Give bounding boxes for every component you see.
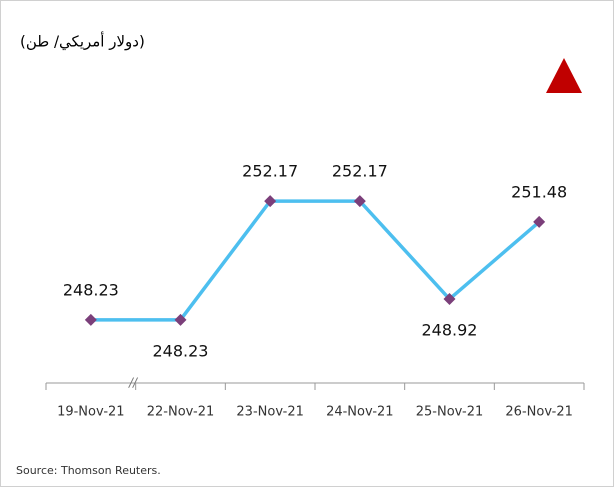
data-label: 248.92 <box>422 321 478 340</box>
marker <box>443 293 456 306</box>
x-tick-label: 26-Nov-21 <box>505 405 573 420</box>
marker <box>533 215 546 228</box>
up-arrow <box>546 58 582 93</box>
data-label: 252.17 <box>242 162 298 181</box>
axis-break: // <box>128 376 139 390</box>
data-label: 248.23 <box>153 341 209 360</box>
marker <box>264 195 277 208</box>
x-tick-label: 24-Nov-21 <box>326 405 394 420</box>
x-tick-label: 23-Nov-21 <box>236 405 304 420</box>
x-tick-label: 19-Nov-21 <box>57 405 125 420</box>
data-label: 248.23 <box>63 280 119 299</box>
x-tick-label: 22-Nov-21 <box>147 405 215 420</box>
data-label: 252.17 <box>332 162 388 181</box>
line <box>90 199 541 322</box>
marker <box>353 195 366 208</box>
marker <box>84 313 97 326</box>
x-tick-label: 25-Nov-21 <box>416 405 484 420</box>
data-label: 251.48 <box>511 182 567 201</box>
chart-title: (دولار أمريكي/ طن) <box>20 32 145 52</box>
marker <box>174 313 187 326</box>
source: Source: Thomson Reuters. <box>16 464 161 477</box>
